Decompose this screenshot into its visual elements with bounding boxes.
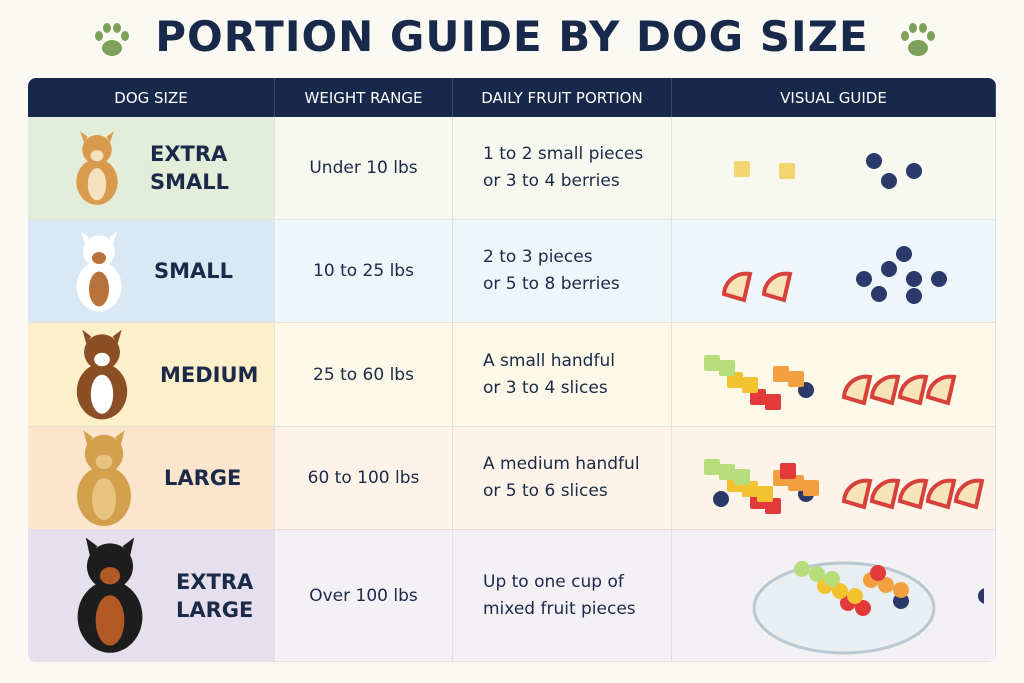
fruit-illustration [752,561,984,655]
fruit-illustration [733,152,922,189]
title: PORTION GUIDE BY DOG SIZE [155,12,869,61]
portion-line: or 5 to 6 slices [483,481,608,501]
weight-cell: 60 to 100 lbs [275,427,453,530]
portion-cell: A medium handful or 5 to 6 slices [453,427,672,530]
dog-image [76,329,128,420]
size-cell: EXTRA LARGE [28,530,275,662]
size-cell: EXTRA SMALL [28,117,275,220]
header-cell: DOG SIZE [28,78,275,117]
portion-line: 2 to 3 pieces [483,247,593,267]
size-cell: MEDIUM [28,323,275,427]
fruit-illustration [703,355,956,410]
dog-size: MEDIUM [160,362,259,387]
portion-line: Up to one cup of [483,571,624,592]
dog-image [76,231,122,311]
visual-cell [672,117,996,220]
weight-cell: 10 to 25 lbs [275,220,453,323]
size-cell: LARGE [28,427,275,530]
visual-cell [672,220,996,323]
fruit-illustration [721,245,947,304]
header-cell: DAILY FRUIT PORTION [453,78,672,117]
portion-line: or 5 to 8 berries [483,274,620,294]
portion-line: A small handful [483,350,615,371]
portion-line: or 3 to 4 slices [483,377,608,398]
header-cell: VISUAL GUIDE [672,78,996,117]
visual-cell [672,530,996,662]
portion-cell: Up to one cup of mixed fruit pieces [453,530,672,662]
dog-image [76,131,118,205]
dog-image [77,430,131,526]
weight-cell: 25 to 60 lbs [275,323,453,427]
header-cell: WEIGHT RANGE [275,78,453,117]
portion-cell: 2 to 3 pieces or 5 to 8 berries [453,220,672,323]
dog-size: LARGE [164,466,242,490]
weight-cell: Over 100 lbs [275,530,453,662]
paw-icon [901,23,935,56]
visual-cell [672,427,996,530]
portion-line: 1 to 2 small pieces [483,144,644,164]
portion-cell: 1 to 2 small pieces or 3 to 4 berries [453,117,672,220]
dog-size: EXTRA LARGE [176,569,254,622]
visual-cell [672,323,996,427]
portion-line: or 3 to 4 berries [483,171,620,191]
portion-line: A medium handful [483,454,640,474]
fruit-illustration [703,458,984,514]
portion-table: DOG SIZE WEIGHT RANGE DAILY FRUIT PORTION V… [28,78,996,662]
paw-icon [95,23,129,56]
portion-line: mixed fruit pieces [483,598,636,619]
dog-size: EXTRA SMALL [150,142,230,194]
portion-cell: A small handful or 3 to 4 slices [453,323,672,427]
size-cell: SMALL [28,220,275,323]
dog-image [77,537,143,654]
dog-size: SMALL [154,259,234,283]
weight-cell: Under 10 lbs [275,117,453,220]
